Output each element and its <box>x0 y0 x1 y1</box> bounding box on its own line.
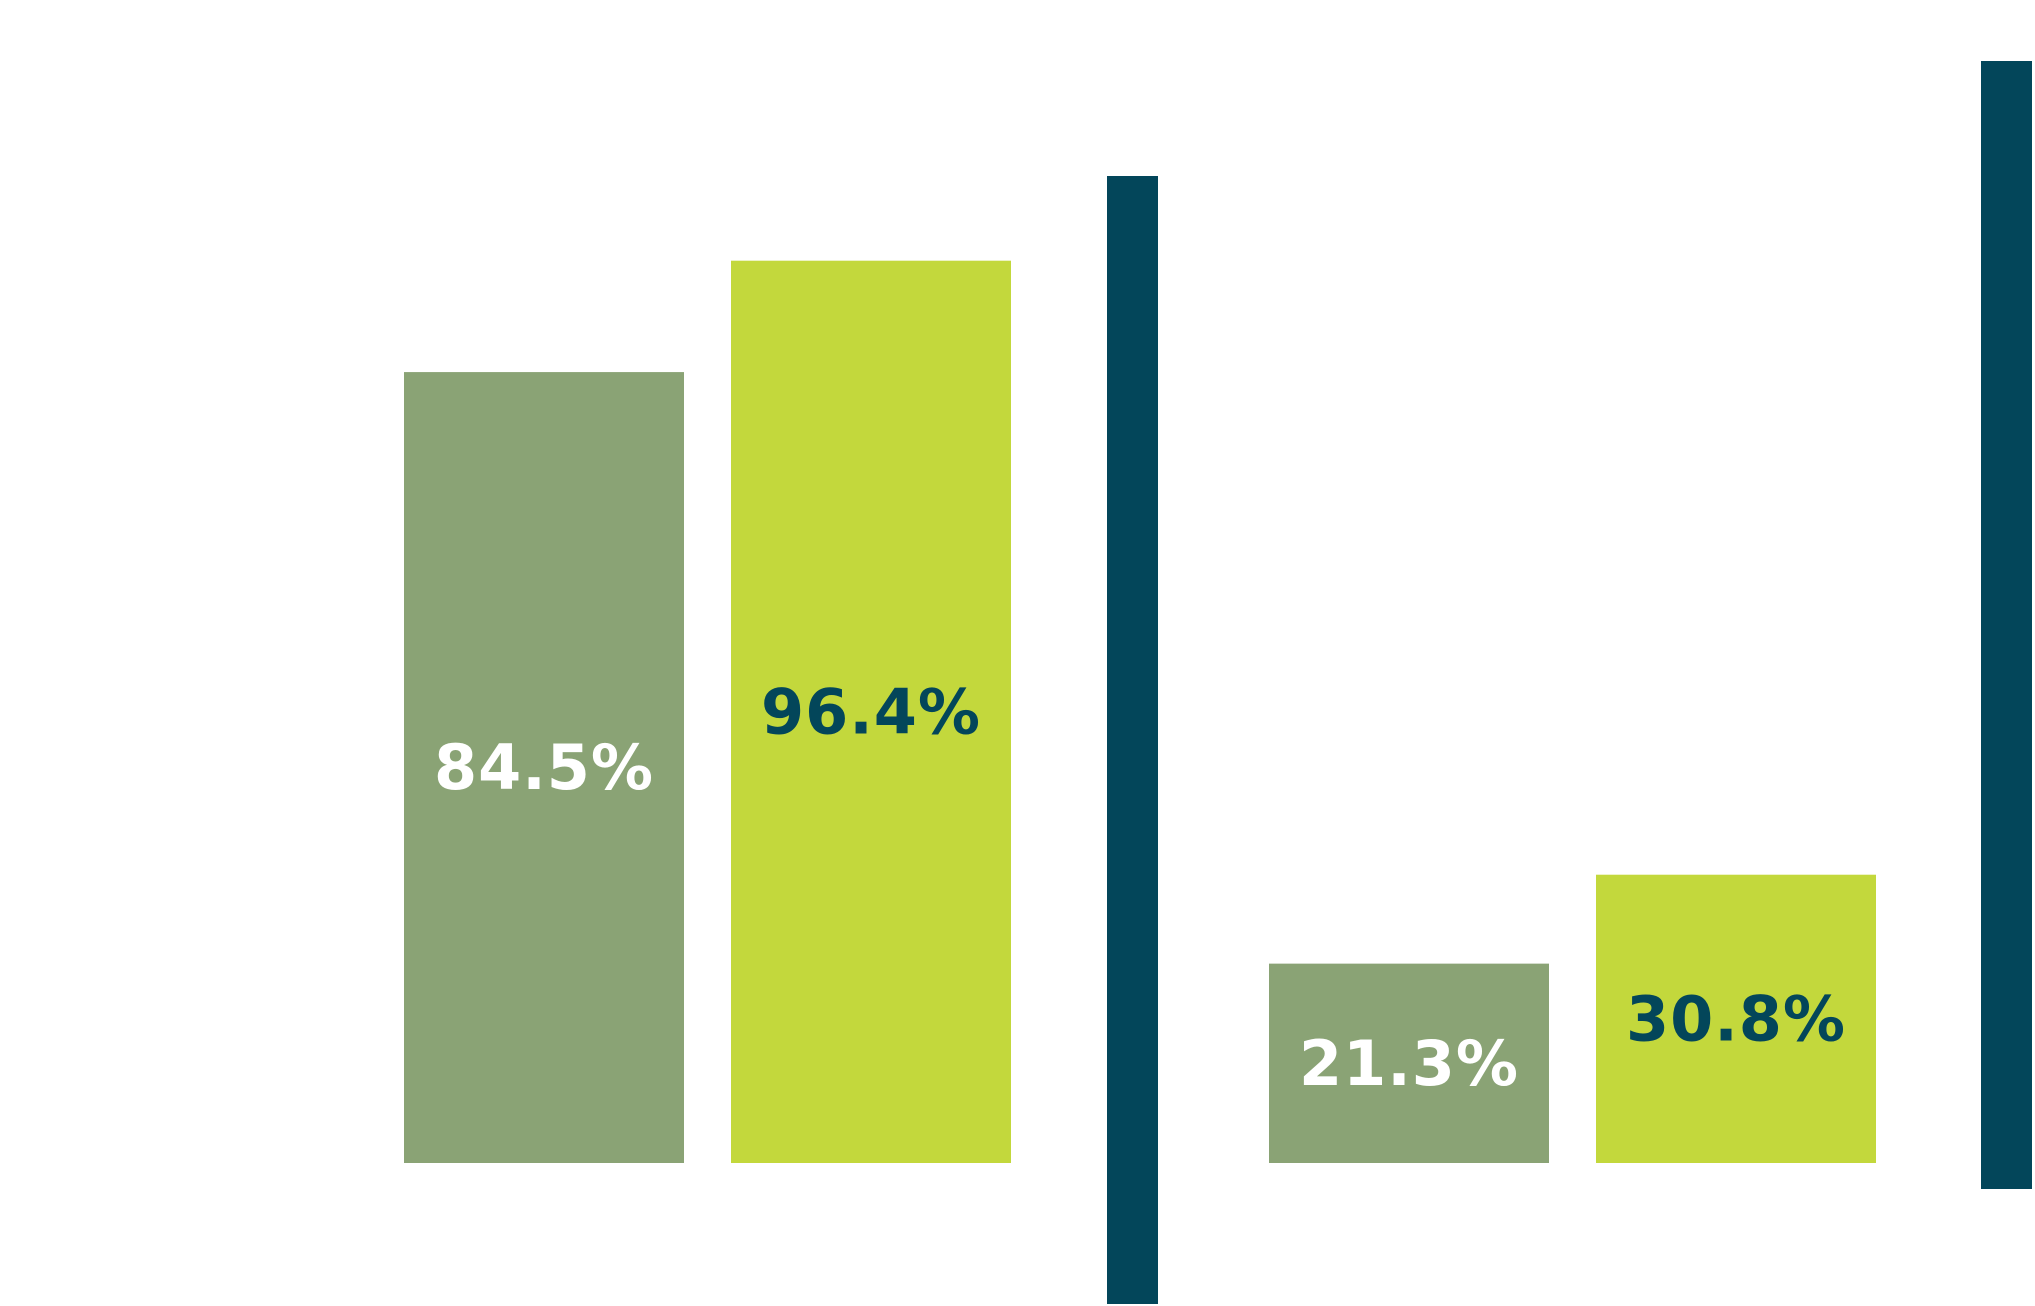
group-divider-bar <box>1107 176 1158 1304</box>
bars-layer <box>404 260 1876 1164</box>
bar-series-1-group-1 <box>404 372 684 1164</box>
data-label-series-2-group-1: 96.4% <box>761 675 981 748</box>
data-label-series-1-group-2: 21.3% <box>1299 1027 1519 1100</box>
bar-series-2-group-1 <box>731 260 1011 1163</box>
data-label-series-2-group-2: 30.8% <box>1626 982 1846 1055</box>
data-label-series-1-group-1: 84.5% <box>434 731 654 804</box>
labels-layer: 84.5% 96.4% 21.3% 30.8% <box>434 675 1846 1100</box>
group-divider-bar-right <box>1981 61 2032 1189</box>
bar-series-1-group-2 <box>1269 963 1549 1163</box>
bar-series-2-group-2 <box>1596 874 1876 1163</box>
